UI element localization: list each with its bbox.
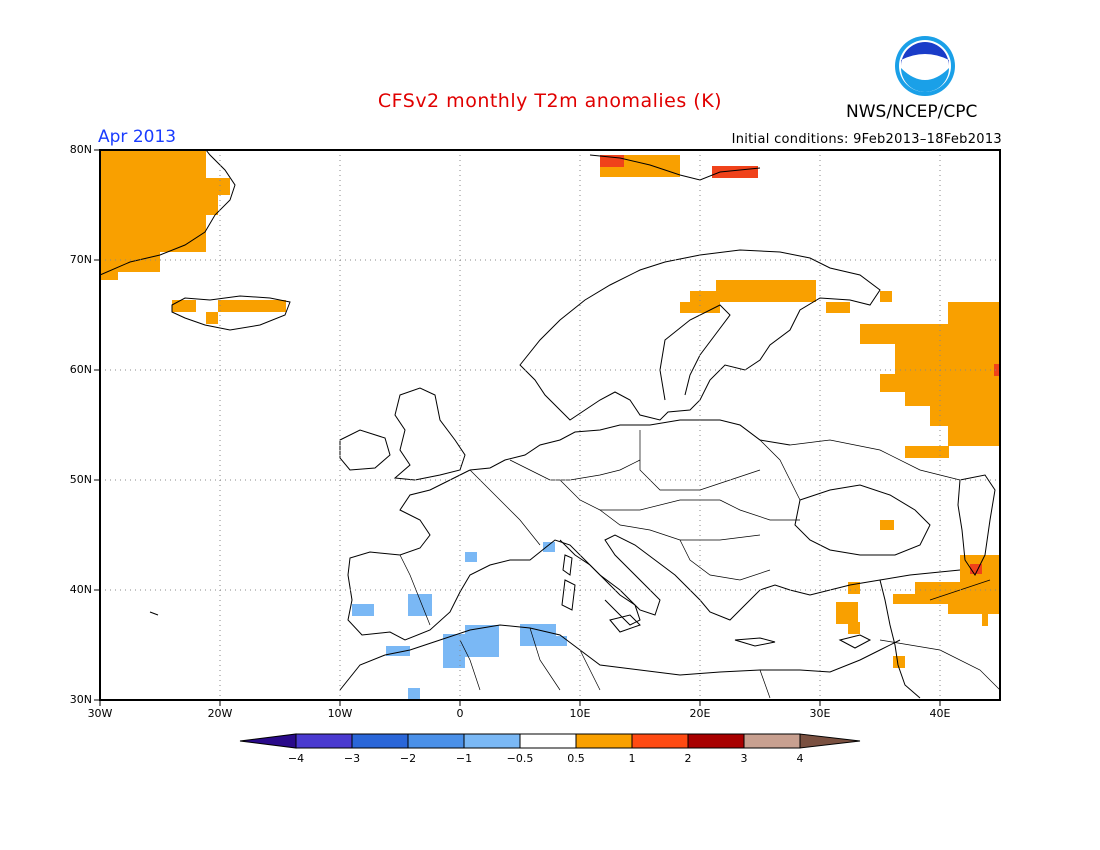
lon-label-40e: 40E xyxy=(929,707,951,720)
axis-ticks xyxy=(94,149,941,706)
lon-label-10w: 10W xyxy=(327,707,353,720)
lon-label-10e: 10E xyxy=(569,707,591,720)
colorbar-tick: −4 xyxy=(287,752,305,765)
map-title: CFSv2 monthly T2m anomalies (K) xyxy=(377,90,723,112)
valid-month: Apr 2013 xyxy=(98,127,177,147)
warm-anomaly-scandinavia xyxy=(680,280,892,313)
warm-anomaly-svalbard xyxy=(600,155,758,178)
agency-label: NWS/NCEP/CPC xyxy=(846,102,978,122)
colorbar xyxy=(239,733,861,749)
colorbar-tick: 3 xyxy=(740,752,748,765)
lat-label-40n: 40N xyxy=(69,583,92,596)
colorbar-tick: −0.5 xyxy=(506,752,534,765)
colorbar-tick: −2 xyxy=(399,752,417,765)
lon-label-20w: 20W xyxy=(207,707,233,720)
map-panel xyxy=(100,150,1000,700)
lat-label-30n: 30N xyxy=(69,693,92,706)
cool-anomaly-iberia-africa xyxy=(352,542,567,700)
lat-label-80n: 80N xyxy=(69,143,92,156)
colorbar-tick: −1 xyxy=(455,752,473,765)
svg-text:NOAA: NOAA xyxy=(912,60,939,70)
colorbar-tick: −3 xyxy=(343,752,361,765)
colorbar-right-arrow xyxy=(799,733,861,749)
lon-label-0: 0 xyxy=(456,707,464,720)
colorbar-tick: 1 xyxy=(628,752,636,765)
graticule xyxy=(100,150,1000,700)
lat-label-70n: 70N xyxy=(69,253,92,266)
map-frame xyxy=(99,149,1001,701)
warm-anomaly-greenland xyxy=(100,150,230,280)
colorbar-tick: 2 xyxy=(684,752,692,765)
lon-label-30w: 30W xyxy=(87,707,113,720)
lat-label-60n: 60N xyxy=(69,363,92,376)
coastlines xyxy=(99,149,996,699)
lon-label-20e: 20E xyxy=(689,707,711,720)
colorbar-tick: 4 xyxy=(796,752,804,765)
warm-anomaly-russia xyxy=(860,302,1000,458)
lon-label-30e: 30E xyxy=(809,707,831,720)
lat-label-50n: 50N xyxy=(69,473,92,486)
warm-anomaly-iceland xyxy=(172,300,286,324)
initial-conditions: Initial conditions: 9Feb2013–18Feb2013 xyxy=(731,132,1002,147)
colorbar-left-arrow xyxy=(239,733,297,749)
noaa-logo: NOAA xyxy=(895,36,955,96)
colorbar-tick: 0.5 xyxy=(567,752,585,765)
